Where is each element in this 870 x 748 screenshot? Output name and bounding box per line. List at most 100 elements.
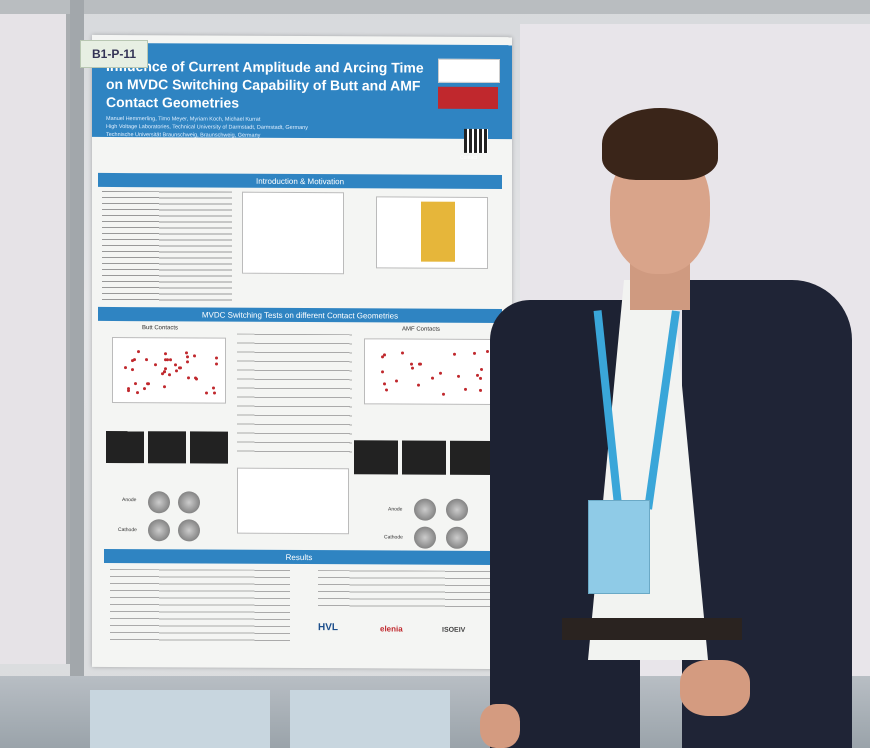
scatter-point <box>154 363 158 367</box>
contact-disc-image <box>178 519 200 542</box>
scatter-point <box>126 388 130 392</box>
elenia-logo: elenia <box>380 624 403 634</box>
left-poster-board <box>0 14 72 664</box>
anode-label-left: Anode <box>122 497 137 504</box>
scatter-point <box>142 387 146 391</box>
scatter-point <box>164 367 168 371</box>
scatter-point <box>166 358 170 362</box>
arc-image <box>190 431 228 464</box>
arcing-time-highlight <box>421 201 455 262</box>
scatter-point <box>453 352 457 356</box>
scatter-point <box>417 362 421 366</box>
scatter-point <box>168 358 172 362</box>
affiliation-2: Technische Universität Braunschweig, Bra… <box>106 131 261 139</box>
intro-text <box>102 190 232 302</box>
contact-disc-image <box>414 498 436 521</box>
scatter-point <box>193 376 197 380</box>
board-frame-top <box>0 0 870 14</box>
section-header-tests: MVDC Switching Tests on different Contac… <box>98 306 502 324</box>
window-pane <box>90 690 270 748</box>
hair <box>602 108 718 180</box>
hand <box>680 660 750 716</box>
scatter-point <box>439 372 443 376</box>
scatter-point <box>146 381 150 385</box>
scatter-point <box>173 362 177 366</box>
isoeiv-logo: ISOEIV <box>442 626 466 634</box>
scatter-point <box>211 386 215 390</box>
scatter-point <box>162 385 166 389</box>
arc-image <box>106 430 144 464</box>
scatter-point <box>214 362 218 366</box>
scatter-point <box>132 357 136 361</box>
scatter-point <box>457 375 461 379</box>
section-header-results: Results <box>104 548 494 566</box>
cathode-label-right: Cathode <box>384 534 403 541</box>
arc-image <box>402 440 446 475</box>
scatter-point <box>175 369 179 373</box>
scatter-point <box>385 388 389 392</box>
scatter-point <box>162 370 166 374</box>
scatter-point <box>186 355 190 359</box>
voltage-plot <box>237 467 349 535</box>
hvl-logo: HVL <box>318 622 338 634</box>
scatter-point <box>381 370 385 374</box>
amf-contacts-heading: AMF Contacts <box>402 326 441 333</box>
contact-disc-image <box>446 526 468 549</box>
scatter-point <box>186 360 190 364</box>
results-text-right <box>318 570 494 612</box>
scatter-point <box>382 381 386 386</box>
board-post <box>70 0 84 748</box>
poster-title: Influence of Current Amplitude and Arcin… <box>106 57 424 111</box>
butt-scatter-plot <box>112 337 226 404</box>
window-pane <box>290 690 450 748</box>
scatter-point <box>134 382 138 386</box>
scatter-point <box>417 383 421 388</box>
scatter-point <box>463 388 467 392</box>
scatter-point <box>131 367 135 371</box>
scatter-point <box>136 391 140 395</box>
circuit-diagram <box>242 191 344 275</box>
scatter-point <box>442 392 446 396</box>
section-header-intro: Introduction & Motivation <box>98 172 502 190</box>
results-text-left <box>110 568 290 646</box>
presenter-person <box>470 100 870 748</box>
scatter-point <box>145 358 149 362</box>
scatter-point <box>193 354 197 358</box>
scatter-point <box>382 353 386 357</box>
scatter-point <box>430 376 434 380</box>
research-poster: Influence of Current Amplitude and Arcin… <box>92 34 512 670</box>
scatter-point <box>410 362 414 366</box>
arc-image <box>148 431 186 464</box>
cathode-label-left: Cathode <box>118 527 137 534</box>
scatter-point <box>123 366 127 370</box>
scatter-point <box>400 351 404 355</box>
contact-disc-image <box>446 498 468 521</box>
scatter-point <box>179 366 183 370</box>
scatter-point <box>204 391 208 395</box>
name-badge <box>588 500 650 594</box>
test-parameters-text <box>237 333 352 455</box>
butt-contacts-heading: Butt Contacts <box>142 325 179 332</box>
contact-disc-image <box>148 519 170 542</box>
scatter-point <box>168 372 172 376</box>
anode-label-right: Anode <box>388 506 403 513</box>
scatter-point <box>164 352 168 356</box>
scatter-point <box>395 379 399 383</box>
arc-image <box>354 440 398 475</box>
scatter-point <box>410 366 414 370</box>
scatter-point <box>187 376 191 380</box>
poster-title-band: Influence of Current Amplitude and Arcin… <box>92 42 512 161</box>
contact-disc-image <box>414 526 436 549</box>
scatter-point <box>136 350 140 354</box>
poster-authors: Manuel Hemmerling, Timo Meyer, Myriam Ko… <box>106 115 436 141</box>
scatter-point <box>214 356 218 360</box>
poster-board-tag: B1-P-11 <box>80 40 148 68</box>
university-logo <box>438 58 500 84</box>
belt <box>562 618 742 640</box>
hand <box>480 704 520 748</box>
contact-disc-image <box>178 491 200 514</box>
contact-disc-image <box>148 491 170 514</box>
scatter-point <box>212 391 216 395</box>
scatter-point <box>184 351 188 355</box>
